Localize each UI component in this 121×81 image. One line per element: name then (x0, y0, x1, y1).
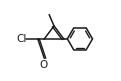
Text: Cl: Cl (16, 34, 26, 44)
Text: O: O (40, 60, 48, 70)
